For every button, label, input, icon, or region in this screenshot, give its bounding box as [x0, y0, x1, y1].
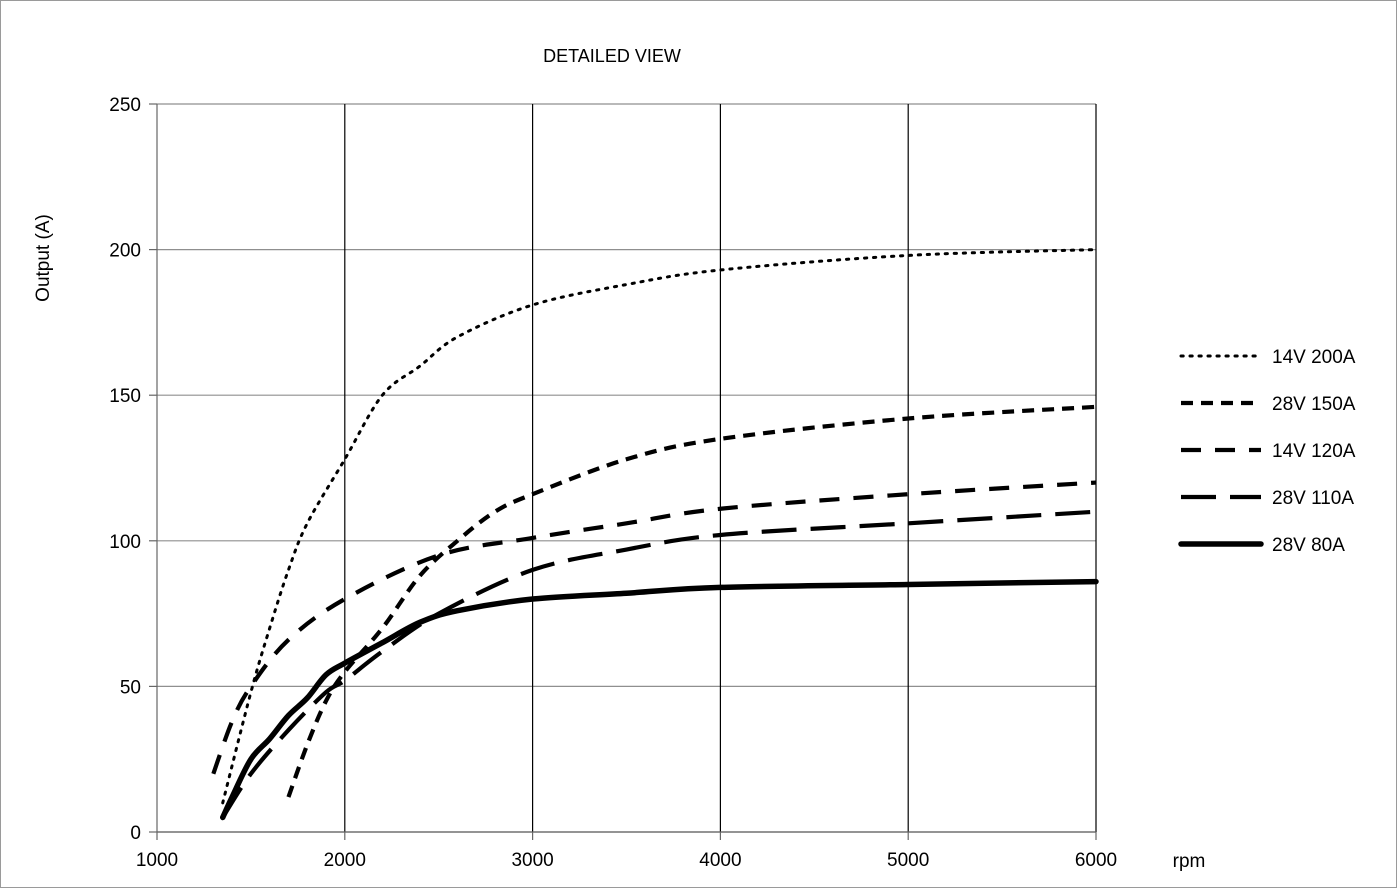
y-tick-label-50: 50 — [120, 677, 141, 698]
series-line-4 — [220, 509, 1097, 819]
legend-label-1: 14V 200A — [1272, 347, 1356, 368]
legend-layer: 14V 200A 28V 150A 14V 120A 28V 110A 28V 80A — [1178, 347, 1356, 556]
legend-label-2: 28V 150A — [1272, 394, 1356, 415]
y-tick-label-0: 0 — [130, 823, 141, 844]
y-axis-label: Output (A) — [33, 214, 54, 302]
x-axis-label: rpm — [1173, 851, 1206, 872]
x-tick-label-2000: 2000 — [324, 850, 366, 871]
series-layer — [211, 248, 1099, 821]
x-tick-label-6000: 6000 — [1075, 850, 1117, 871]
x-tick-label-4000: 4000 — [699, 850, 741, 871]
x-tick-label-3000: 3000 — [511, 850, 553, 871]
series-line-5 — [219, 578, 1099, 821]
legend-label-3: 14V 120A — [1272, 441, 1356, 462]
x-tick-label-1000: 1000 — [136, 850, 178, 871]
y-tick-label-150: 150 — [109, 386, 141, 407]
y-tick-label-250: 250 — [109, 95, 141, 116]
axis-layer: 0 50 100 150 200 250 1000 2000 3000 4000 5000 6000 O… — [33, 95, 1205, 872]
series-line-1 — [221, 248, 1098, 805]
chart-title: DETAILED VIEW — [543, 46, 681, 66]
x-tick-label-5000: 5000 — [887, 850, 929, 871]
legend-label-5: 28V 80A — [1272, 535, 1345, 556]
series-line-2 — [286, 404, 1097, 798]
y-tick-label-200: 200 — [109, 241, 141, 262]
legend-label-4: 28V 110A — [1272, 488, 1354, 509]
series-line-3 — [211, 480, 1097, 775]
y-tick-label-100: 100 — [109, 532, 141, 553]
